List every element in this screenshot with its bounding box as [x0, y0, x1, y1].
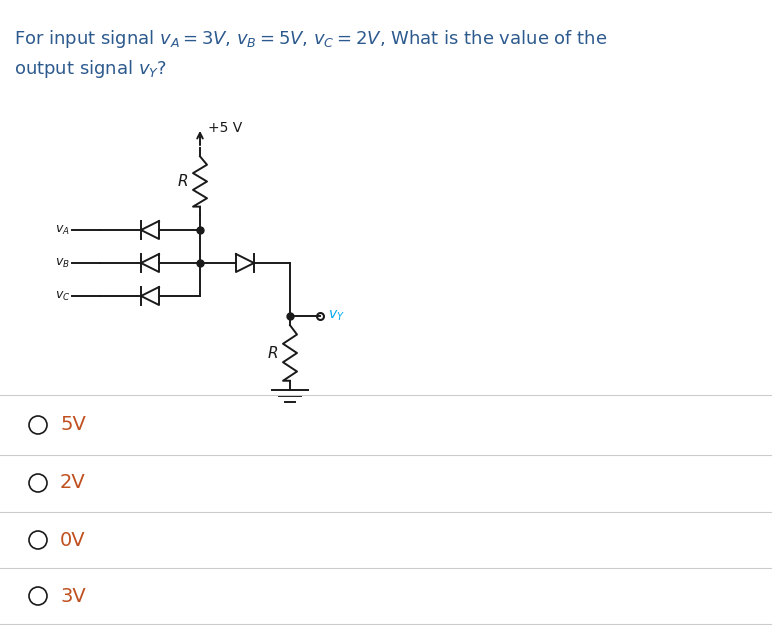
Text: For input signal $v_A = 3V$, $v_B = 5V$, $v_C = 2V$, What is the value of the: For input signal $v_A = 3V$, $v_B = 5V$,…: [14, 28, 608, 50]
Text: output signal $v_Y$?: output signal $v_Y$?: [14, 58, 168, 80]
Text: R: R: [178, 174, 188, 189]
Text: R: R: [267, 346, 278, 361]
Text: +5 V: +5 V: [208, 121, 242, 135]
Text: $v_A$: $v_A$: [56, 223, 70, 237]
Text: 5V: 5V: [60, 416, 86, 434]
Text: 2V: 2V: [60, 473, 86, 493]
Text: 3V: 3V: [60, 587, 86, 605]
Text: $v_B$: $v_B$: [55, 257, 70, 270]
Text: 0V: 0V: [60, 530, 86, 550]
Text: $v_C$: $v_C$: [55, 289, 70, 302]
Text: $v_Y$: $v_Y$: [328, 309, 345, 323]
